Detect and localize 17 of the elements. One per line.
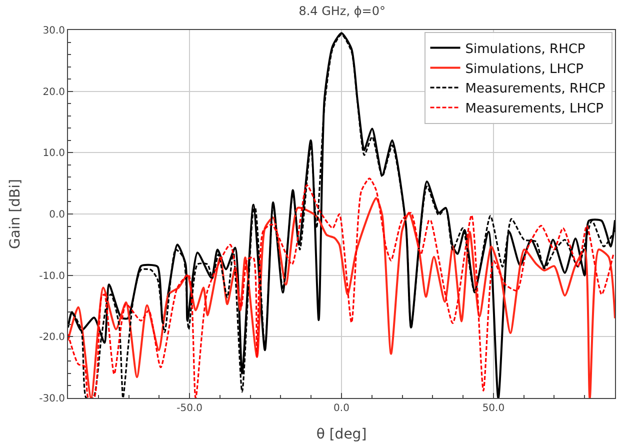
- y-tick-label: 0.0: [49, 210, 65, 220]
- legend-label: Simulations, RHCP: [465, 42, 586, 57]
- x-tick-label: 0.0: [334, 403, 350, 414]
- y-tick-label: -20.0: [39, 332, 65, 344]
- y-tick-label: 10.0: [42, 148, 65, 160]
- x-axis-title: θ [deg]: [316, 426, 367, 442]
- legend-label: Measurements, LHCP: [465, 102, 604, 117]
- y-axis-title: Gain [dBi]: [8, 179, 24, 249]
- y-tick-label: -30.0: [39, 394, 65, 404]
- x-tick-label: 50.0: [482, 403, 505, 414]
- legend-label: Measurements, RHCP: [465, 82, 606, 97]
- y-tick-label: -10.0: [39, 270, 65, 282]
- legend-label: Simulations, LHCP: [465, 62, 584, 77]
- x-tick-label: -50.0: [176, 403, 202, 414]
- y-tick-label: 30.0: [42, 26, 65, 36]
- y-tick-label: 20.0: [42, 86, 65, 98]
- chart-title: 8.4 GHz, ϕ=0°: [298, 4, 386, 18]
